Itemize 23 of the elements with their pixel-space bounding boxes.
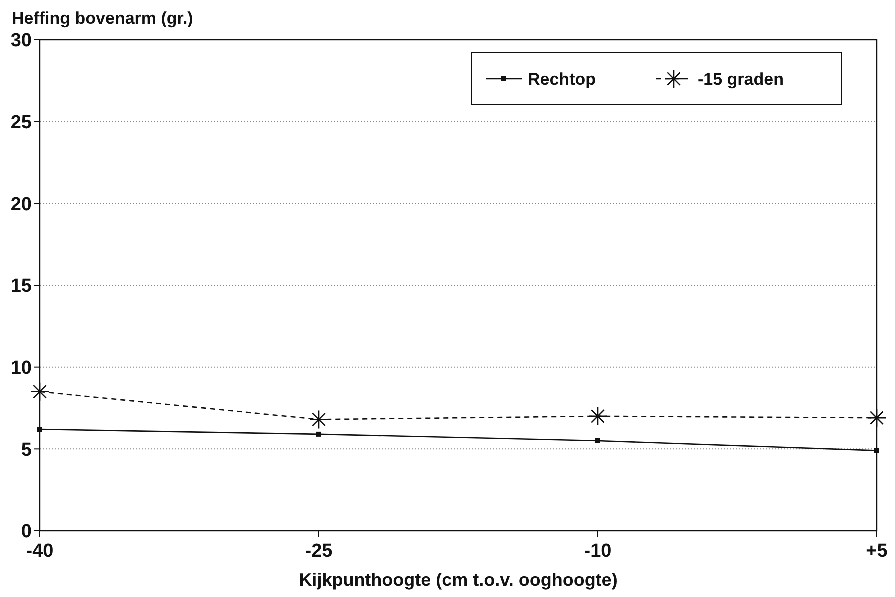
y-axis-title: Heffing bovenarm (gr.) xyxy=(12,9,194,28)
point xyxy=(38,427,42,432)
legend-label: -15 graden xyxy=(698,70,784,89)
point xyxy=(867,408,887,428)
x-tick-label: +5 xyxy=(866,541,888,562)
point xyxy=(316,432,322,437)
legend-label: Rechtop xyxy=(528,70,596,89)
y-tick-label: 5 xyxy=(21,440,32,461)
y-tick-label: 10 xyxy=(10,358,32,379)
y-tick-label: 25 xyxy=(10,112,32,134)
y-tick-label: 0 xyxy=(21,522,32,543)
y-tick-label: 15 xyxy=(10,276,32,298)
y-tick-label: 30 xyxy=(10,30,32,52)
x-tick-label: -10 xyxy=(584,541,612,562)
y-tick-label: 20 xyxy=(10,194,32,216)
x-axis-title: Kijkpunthoogte (cm t.o.v. ooghoogte) xyxy=(299,570,618,590)
point xyxy=(588,406,608,426)
x-tick-label: -40 xyxy=(26,541,54,562)
x-tick-label: -25 xyxy=(305,541,334,562)
point xyxy=(309,410,329,430)
point xyxy=(596,438,600,444)
point xyxy=(874,448,880,454)
point xyxy=(30,382,50,402)
